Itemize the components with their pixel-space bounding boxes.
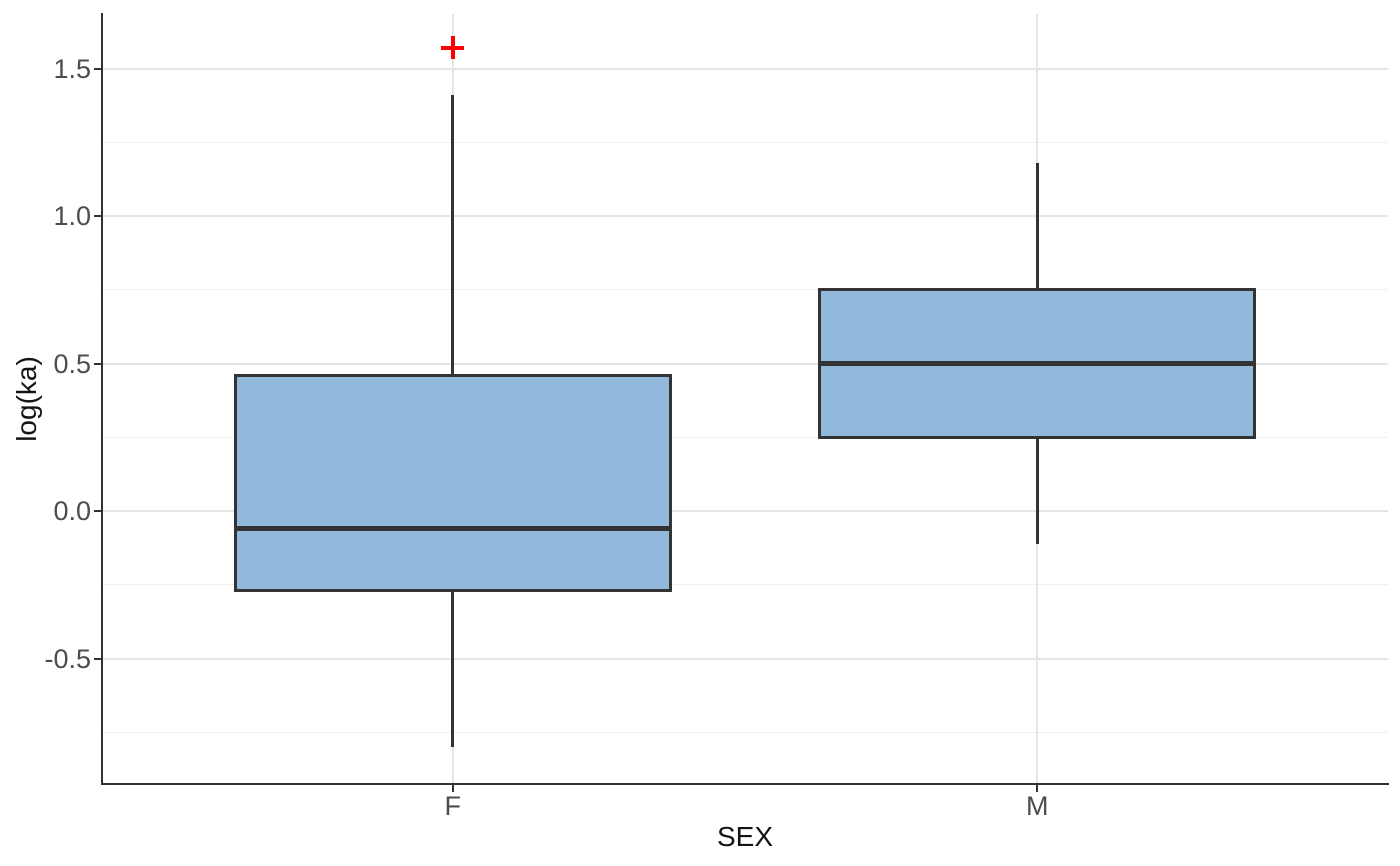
y-axis-tick bbox=[94, 215, 101, 218]
plot-panel bbox=[102, 14, 1388, 784]
gridline-minor bbox=[102, 289, 1388, 291]
y-tick-label: 0.0 bbox=[53, 496, 91, 527]
y-axis-title: log(ka) bbox=[11, 356, 42, 442]
y-tick-label: 1.0 bbox=[53, 201, 91, 232]
boxplot-median-line bbox=[233, 526, 672, 532]
y-axis-line bbox=[101, 13, 103, 785]
y-axis-tick bbox=[94, 510, 101, 513]
boxplot-box bbox=[233, 373, 672, 593]
gridline-major bbox=[102, 657, 1388, 660]
gridline-major bbox=[102, 215, 1388, 218]
gridline-minor bbox=[102, 731, 1388, 733]
gridline-major bbox=[102, 67, 1388, 70]
x-axis-line bbox=[101, 783, 1389, 785]
x-tick-label: F bbox=[444, 791, 461, 821]
x-axis-title: SEX bbox=[716, 821, 774, 852]
gridline-minor bbox=[102, 436, 1388, 438]
gridline-minor bbox=[102, 141, 1388, 143]
y-tick-label: -0.5 bbox=[44, 643, 91, 674]
y-tick-label: 1.5 bbox=[53, 53, 91, 84]
x-axis-tick bbox=[451, 785, 454, 792]
y-axis-tick bbox=[94, 657, 101, 660]
y-axis-tick bbox=[94, 362, 101, 365]
gridline-minor bbox=[102, 584, 1388, 586]
gridline-major bbox=[102, 510, 1388, 513]
y-axis-tick bbox=[94, 67, 101, 70]
outlier-plus-icon bbox=[450, 36, 455, 60]
x-axis-tick bbox=[1036, 785, 1039, 792]
x-tick-label: M bbox=[1026, 791, 1049, 821]
boxplot-median-line bbox=[818, 361, 1257, 367]
gridline-major bbox=[102, 362, 1388, 365]
y-tick-label: 0.5 bbox=[53, 348, 91, 379]
